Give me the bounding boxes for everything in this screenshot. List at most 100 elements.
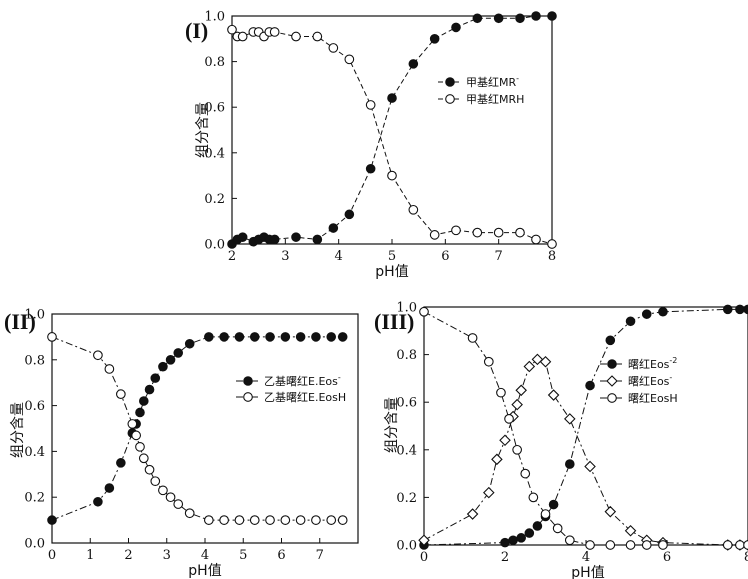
data-point <box>523 360 536 373</box>
data-point <box>344 209 355 220</box>
y-tick-label: 0.4 <box>396 443 417 458</box>
panel-label: (I) <box>185 18 208 43</box>
data-point <box>234 515 245 525</box>
data-point <box>528 492 539 503</box>
legend-entry: 甲基红MRH <box>438 93 524 106</box>
data-point <box>585 380 595 391</box>
y-tick-label: 0.0 <box>204 238 225 253</box>
data-point <box>116 458 126 468</box>
x-tick-label: 4 <box>201 548 209 563</box>
data-point <box>584 460 596 473</box>
chart-panel-1: (I) 2 3 4 5 6 7 8 0.0 0.2 0.4 0.6 0.8 1.0 pH值 组分含量 甲基红MR… <box>185 10 557 280</box>
legend-label: 曙红Eos-2 <box>628 356 677 371</box>
legend-label: 甲基红MRH <box>466 93 524 106</box>
y-tick-label: 0.8 <box>396 348 417 363</box>
data-point <box>326 332 337 342</box>
data-point <box>249 332 260 342</box>
data-point <box>539 355 552 368</box>
data-point <box>47 515 57 525</box>
data-point <box>483 356 494 367</box>
data-point <box>337 332 348 342</box>
data-point <box>483 486 495 499</box>
y-tick-label: 0.6 <box>204 101 225 116</box>
legend-marker <box>607 359 617 369</box>
data-point <box>408 59 419 69</box>
legend-entry: 乙基曙红E.Eos- <box>236 373 341 388</box>
legend-name: 乙基曙红E.EosH <box>264 391 346 404</box>
data-point <box>547 389 560 401</box>
series-line <box>423 358 748 546</box>
data-point <box>605 335 616 346</box>
data-point <box>158 361 168 372</box>
legend-marker <box>243 392 253 402</box>
legend-name: 曙红Eos <box>628 375 670 388</box>
y-tick-label: 0.0 <box>24 537 45 552</box>
data-point <box>451 225 461 236</box>
legend-entry: 乙基曙红E.EosH <box>236 391 346 404</box>
x-tick-label: 5 <box>239 548 247 563</box>
data-point <box>532 521 543 531</box>
series-1 <box>227 11 557 249</box>
data-point <box>227 24 237 35</box>
data-point <box>735 540 745 550</box>
data-point <box>511 398 523 411</box>
data-point <box>249 515 260 525</box>
data-point <box>493 227 504 238</box>
data-point <box>237 232 248 242</box>
data-point <box>104 483 115 493</box>
data-point <box>515 13 525 24</box>
data-point <box>295 515 306 525</box>
legend-entry: 曙红Eos-2 <box>600 356 677 371</box>
data-point <box>144 464 155 475</box>
data-point <box>387 93 397 103</box>
data-point <box>515 384 527 397</box>
legend-label: 曙红Eos- <box>628 373 672 388</box>
data-point <box>165 355 176 365</box>
data-point <box>419 306 429 317</box>
data-point <box>295 332 306 342</box>
series-line <box>51 336 343 521</box>
data-point <box>291 232 301 242</box>
x-tick-label: 4 <box>335 249 343 264</box>
data-point <box>311 332 321 342</box>
data-point <box>326 515 337 525</box>
data-point <box>265 332 275 342</box>
data-point <box>365 100 376 110</box>
legend-name: 甲基红MRH <box>466 93 524 106</box>
series-line <box>231 15 552 245</box>
data-point <box>429 34 440 44</box>
data-point <box>515 227 525 238</box>
x-tick-label: 2 <box>501 550 509 565</box>
x-tick-label: 6 <box>277 548 285 563</box>
chart-panel-3: (III) 0 2 4 6 8 0.0 0.2 0.4 0.6 0.8 1.0 pH值 组分含量 曙红Eos… <box>374 301 748 579</box>
data-point <box>472 227 483 238</box>
y-tick-label: 1.0 <box>396 301 417 316</box>
x-tick-label: 2 <box>124 548 132 563</box>
data-point <box>552 523 563 534</box>
data-point <box>328 43 339 53</box>
data-point <box>499 434 511 447</box>
x-tick-label: 7 <box>495 249 503 264</box>
data-point <box>547 11 557 21</box>
series-2 <box>47 332 348 525</box>
data-point <box>234 332 245 342</box>
y-tick-label: 0.8 <box>24 353 45 368</box>
data-point <box>743 304 748 315</box>
data-point <box>524 528 535 538</box>
legend-entry: 曙红EosH <box>600 392 678 405</box>
data-point <box>237 31 248 42</box>
y-tick-label: 0.8 <box>204 55 225 70</box>
legend-label: 曙红EosH <box>628 392 678 405</box>
panel-label: (III) <box>374 309 414 334</box>
data-point <box>548 499 559 510</box>
data-point <box>127 419 138 429</box>
data-point <box>184 508 195 519</box>
y-axis-title: 组分含量 <box>10 402 26 458</box>
series-line <box>231 29 553 245</box>
x-tick-label: 8 <box>744 550 748 565</box>
x-tick-label: 1 <box>86 548 94 563</box>
data-point <box>280 515 291 525</box>
data-point <box>265 515 275 525</box>
y-axis-title: 组分含量 <box>195 102 211 158</box>
